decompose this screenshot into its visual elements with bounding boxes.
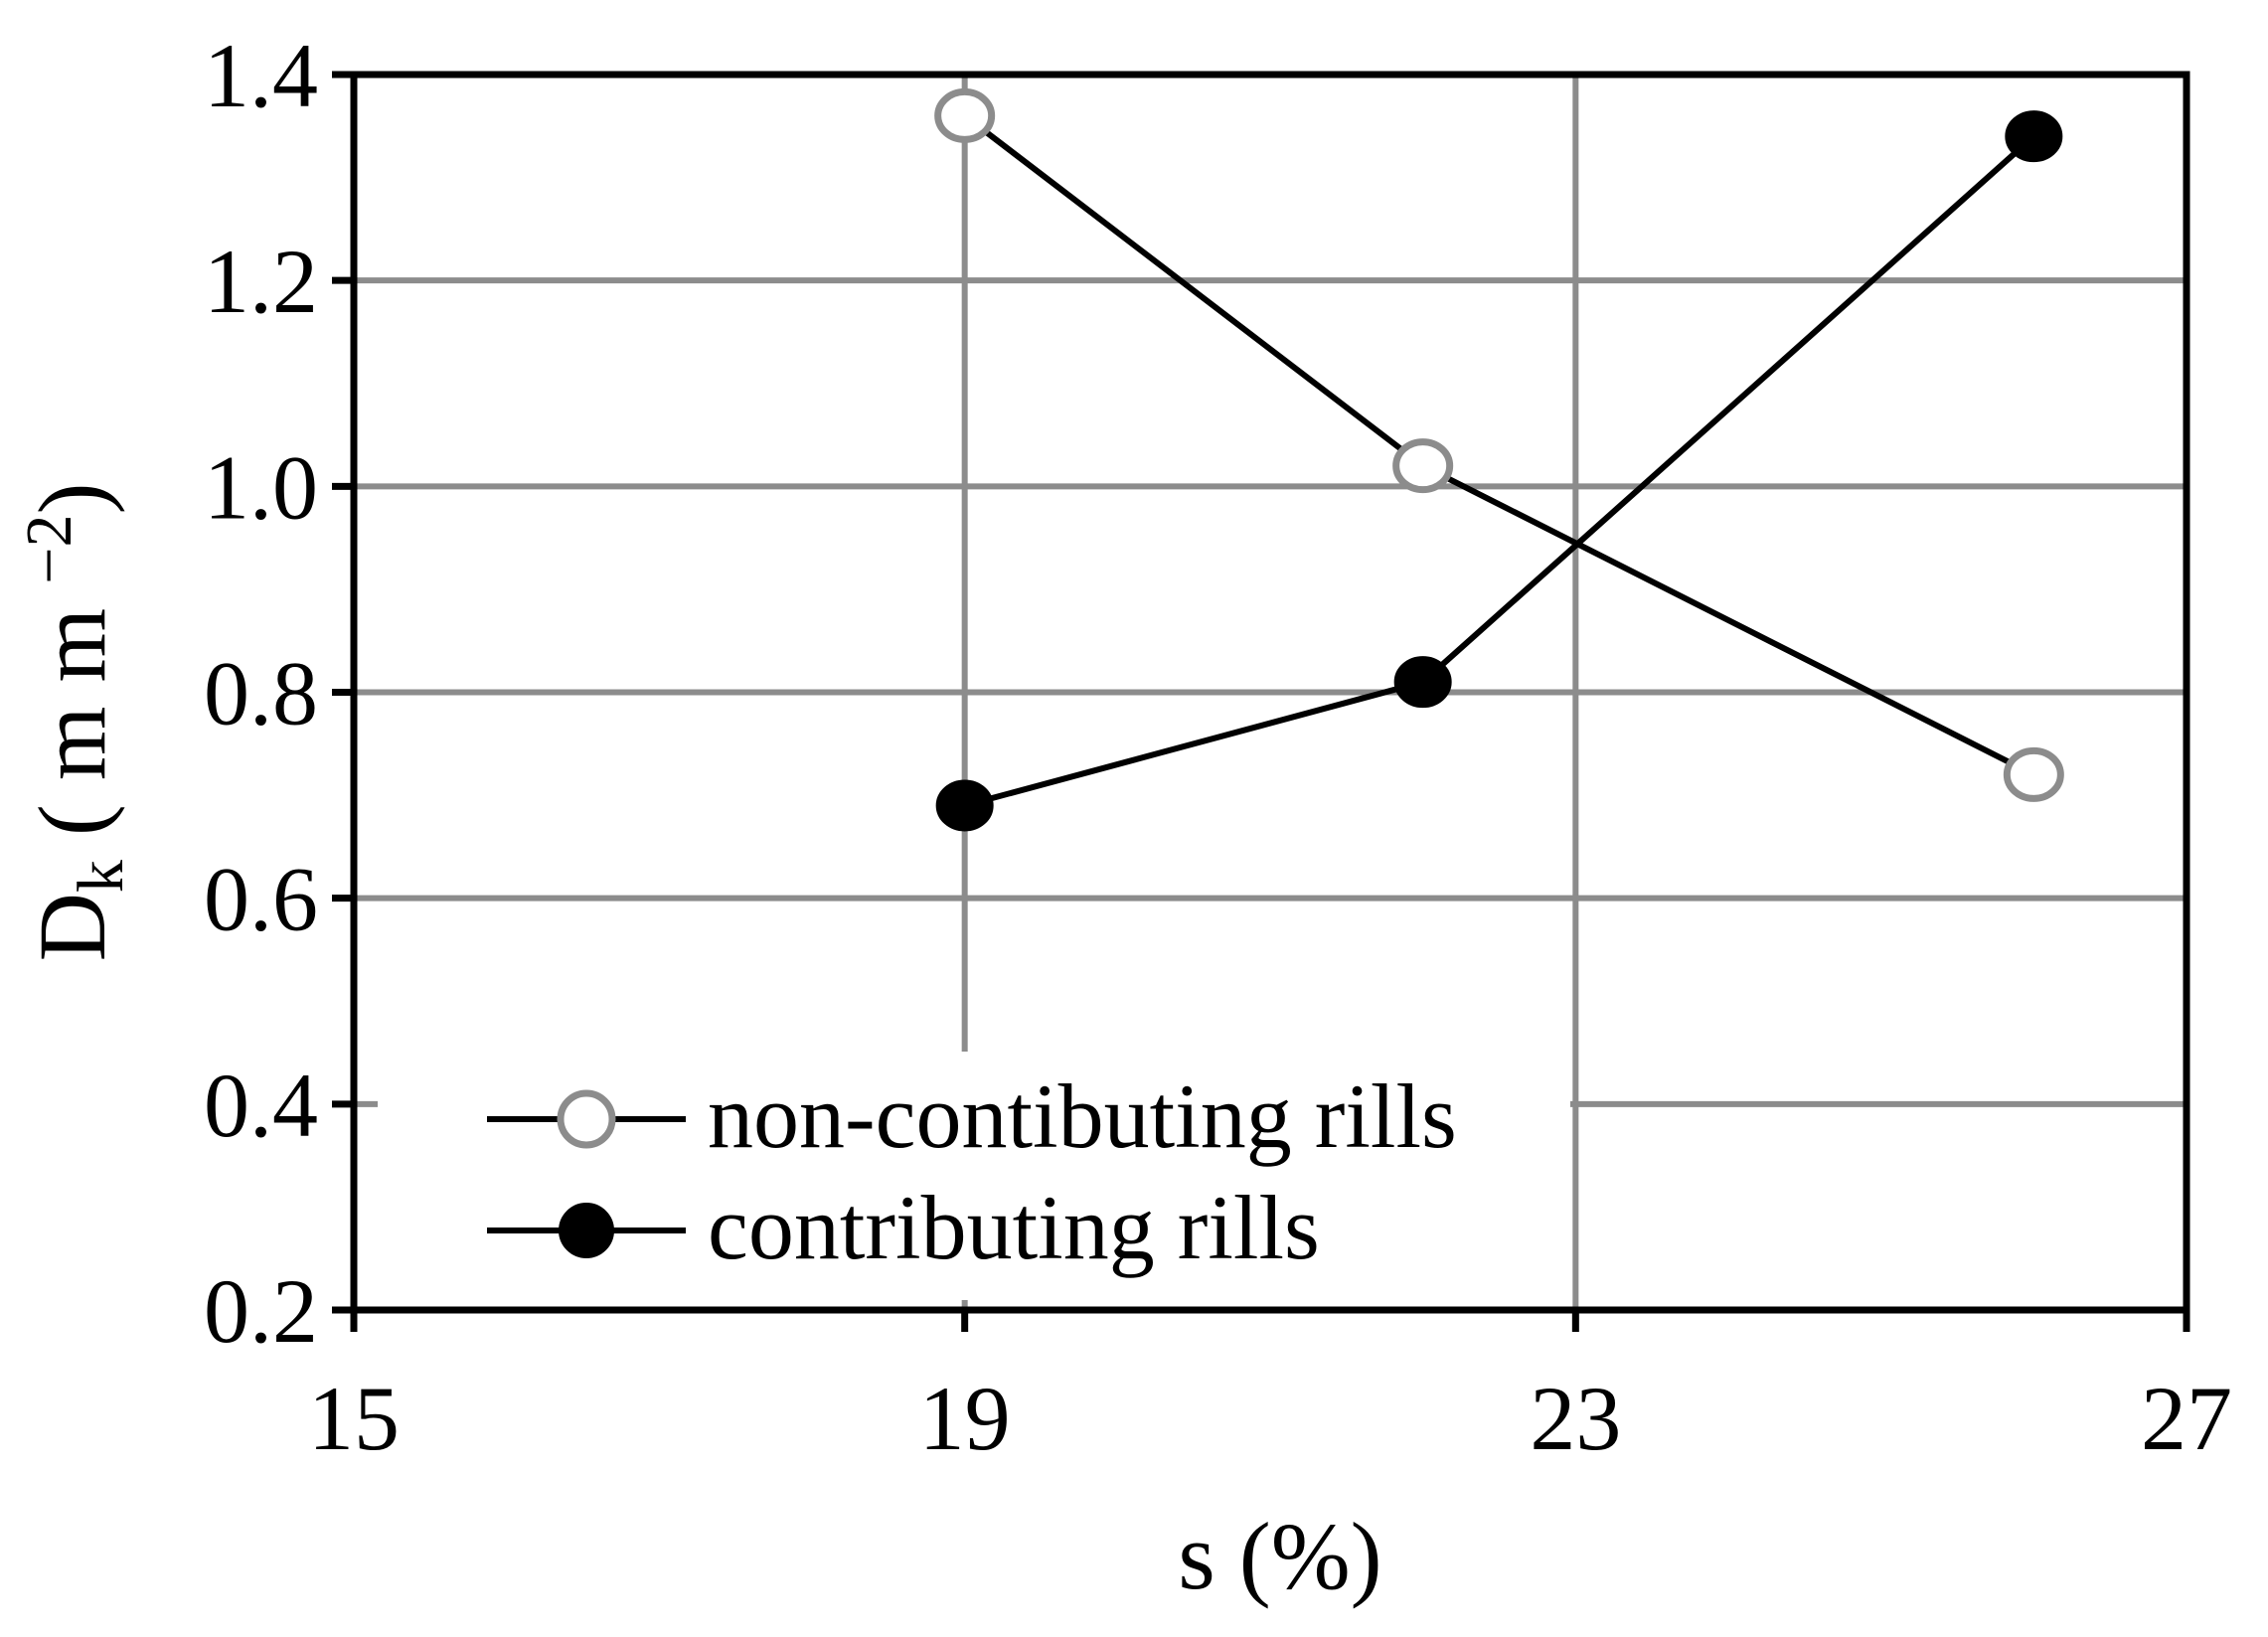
y-axis-title-unit: ( m m [19, 584, 125, 860]
legend-label-1: non-contibuting rills [708, 1065, 1457, 1167]
x-axis-title: s (%) [1178, 1503, 1381, 1609]
series-0 [934, 87, 2064, 802]
y-axis-title-main: D [19, 893, 125, 961]
x-tick-label-0: 15 [308, 1368, 400, 1469]
y-tick-label-4: 1.0 [204, 436, 318, 538]
y-axis-title-close: ) [19, 483, 125, 515]
y-axis-title-sub: k [65, 860, 137, 893]
series-1-point-0 [935, 779, 994, 832]
y-tick-label-1: 0.4 [204, 1055, 318, 1156]
legend-label-2: contributing rills [708, 1177, 1320, 1278]
x-tick-label-3: 27 [2141, 1368, 2232, 1469]
legend-marker-1 [557, 1089, 616, 1149]
y-tick-label-2: 0.6 [204, 849, 318, 950]
series-0-point-2 [2003, 746, 2064, 802]
axes: 0.2 0.4 0.6 0.8 1.0 1.2 1.4 15 19 23 27 [204, 25, 2232, 1469]
y-axis-title-exp: −2 [13, 515, 85, 584]
x-tick-label-2: 23 [1530, 1368, 1621, 1469]
series-1-point-2 [2005, 110, 2063, 163]
series-1-point-1 [1393, 656, 1452, 709]
y-tick-label-0: 0.2 [204, 1260, 318, 1362]
y-tick-label-5: 1.2 [204, 231, 318, 332]
series-layer [934, 87, 2064, 832]
x-tick-label-1: 19 [919, 1368, 1011, 1469]
series-0-point-1 [1392, 438, 1454, 494]
series-1 [935, 110, 2063, 832]
y-tick-label-6: 1.4 [204, 25, 318, 126]
legend-marker-2 [559, 1203, 614, 1258]
y-tick-label-3: 0.8 [204, 643, 318, 744]
series-0-point-0 [934, 87, 996, 143]
legend: non-contibuting rills contributing rills [378, 1052, 1570, 1300]
y-axis-title: Dk ( m m −2) [13, 483, 137, 962]
